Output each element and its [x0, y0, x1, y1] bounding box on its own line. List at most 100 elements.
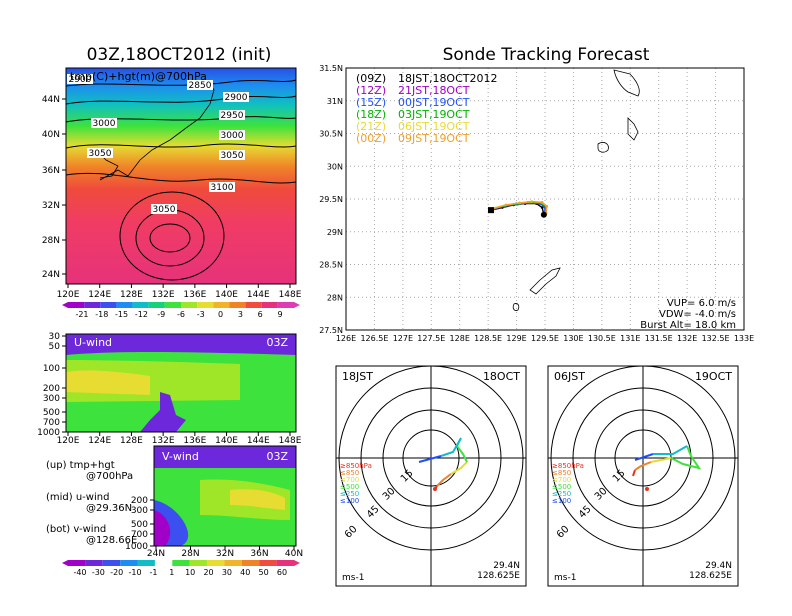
- colorbar-swatch: [164, 302, 181, 308]
- x-tick-label: 32N: [216, 549, 234, 559]
- colorbar-swatch: [132, 302, 149, 308]
- launch-marker: [487, 207, 494, 214]
- hodo-trace: [450, 461, 468, 475]
- colorbar-swatch: [120, 560, 138, 566]
- x-tick-label: 130E: [563, 334, 583, 343]
- legend-label: 18JST,18OCT2012: [398, 72, 498, 85]
- colorbar-swatch: [259, 560, 277, 566]
- colorbar-label: 10: [185, 568, 195, 577]
- contour-label: 2950: [221, 111, 244, 121]
- colorbar-label: 3: [238, 310, 243, 319]
- pressure-legend: ≤100: [552, 497, 571, 505]
- colorbar-arrow-right: [294, 302, 300, 308]
- colorbar-label: 60: [277, 568, 287, 577]
- y-tick-label: 30: [49, 332, 61, 342]
- x-tick-label: 127.5E: [417, 334, 445, 343]
- legend-code: (00Z): [356, 132, 386, 145]
- legend-label: 03JST,19OCT: [398, 108, 470, 121]
- hodo-units: ms-1: [554, 573, 576, 583]
- u-wind-x-ticks: 120E 124E 128E 132E 136E 140E 144E 148E: [57, 432, 302, 446]
- note-label: (mid) u-wind: [46, 492, 109, 503]
- colorbar-label: 6: [258, 310, 263, 319]
- legend-code: (12Z): [356, 84, 386, 97]
- hodo-date: 19OCT: [695, 370, 732, 383]
- colorbar-swatch: [137, 560, 155, 566]
- colorbar-swatch: [148, 302, 165, 308]
- track-point: [545, 204, 549, 208]
- note-sub: @700hPa: [86, 471, 133, 482]
- pressure-legend: ≤850: [340, 469, 359, 477]
- hodo-trace: [650, 457, 672, 463]
- wind-colorbar: -40 -30 -20 -10 -1 1 10 20 30 40 50 60: [62, 560, 300, 577]
- contour-label: 2900: [225, 93, 248, 103]
- colorbar-label: -6: [177, 310, 185, 319]
- colorbar-label: -21: [75, 310, 88, 319]
- hodo-trace: [653, 445, 688, 455]
- contour-label-bg: [219, 130, 245, 140]
- colorbar-swatch: [116, 302, 133, 308]
- y-tick-label: 28.5N: [319, 261, 343, 270]
- hodo-time: 06JST: [554, 370, 585, 383]
- pressure-legend: ≤700: [552, 476, 571, 484]
- temp-x-ticks: 120E 124E 128E 132E 136E 140E 144E 148E: [57, 284, 302, 300]
- hodo-lon: 128.625E: [689, 571, 732, 581]
- sonde-panel: Sonde Tracking Forecast 126E 126.5E 127E 12…: [319, 45, 754, 343]
- colorbar-label: -10: [129, 568, 142, 577]
- vup-text: VUP= 6.0 m/s: [667, 298, 736, 309]
- y-tick-label: 700: [131, 530, 148, 540]
- pressure-legend: ≥850hPa: [552, 462, 584, 470]
- contour-label-bg: [219, 150, 245, 160]
- temp-panel-field: [66, 68, 296, 284]
- colorbar-label: 9: [277, 310, 282, 319]
- colorbar-label: 30: [222, 568, 232, 577]
- sonde-tracks: [487, 200, 549, 218]
- colorbar-swatch: [197, 302, 214, 308]
- colorbar-swatch: [229, 302, 246, 308]
- colorbar-swatch: [68, 560, 86, 566]
- pressure-legend: ≤250: [340, 490, 359, 498]
- contour-label: 3000: [221, 131, 244, 141]
- y-tick-label: 28N: [42, 236, 60, 246]
- colorbar-swatch: [224, 560, 242, 566]
- colorbar-arrow-left: [62, 560, 68, 566]
- pressure-legend: ≤250: [552, 490, 571, 498]
- note-label: (bot) v-wind: [46, 524, 106, 535]
- x-tick-label: 148E: [279, 436, 302, 446]
- y-tick-label: 31.5N: [319, 64, 343, 73]
- x-tick-label: 132E: [152, 290, 175, 300]
- y-tick-label: 40N: [42, 130, 60, 140]
- colorbar-label: -20: [110, 568, 123, 577]
- colorbar-swatch: [154, 560, 173, 566]
- pressure-legend: ≤500: [552, 483, 571, 491]
- colorbar-swatch: [213, 302, 230, 308]
- x-tick-label: 36N: [250, 549, 268, 559]
- x-tick-label: 120E: [57, 290, 80, 300]
- y-tick-label: 32N: [42, 201, 60, 211]
- x-tick-label: 130.5E: [588, 334, 616, 343]
- landing-marker: [540, 211, 547, 218]
- colorbar-swatch: [85, 560, 103, 566]
- hodo-time: 18JST: [342, 370, 373, 383]
- contour-label-bg: [219, 110, 245, 120]
- x-tick-label: 133E: [734, 334, 754, 343]
- hodo-lat: 29.4N: [493, 561, 520, 571]
- colorbar-swatch: [189, 560, 208, 566]
- y-tick-label: 200: [43, 384, 60, 394]
- x-tick-label: 131E: [620, 334, 640, 343]
- y-tick-label: 100: [43, 364, 60, 374]
- x-tick-label: 28N: [181, 549, 199, 559]
- y-tick-label: 300: [131, 506, 148, 516]
- x-tick-label: 128E: [120, 436, 143, 446]
- colorbar-label: 50: [259, 568, 269, 577]
- colorbar-swatch: [102, 560, 121, 566]
- temp-panel-title: 03Z,18OCT2012 (init): [87, 45, 272, 65]
- x-tick-label: 148E: [279, 290, 302, 300]
- y-tick-label: 200: [131, 496, 148, 506]
- note-label: (up) tmp+hgt: [46, 460, 115, 471]
- legend-label: 00JST,19OCT: [398, 96, 470, 109]
- colorbar-label: -9: [157, 310, 165, 319]
- y-tick-label: 24N: [42, 270, 60, 280]
- y-tick-label: 36N: [42, 166, 60, 176]
- colorbar-arrow-left: [62, 302, 68, 308]
